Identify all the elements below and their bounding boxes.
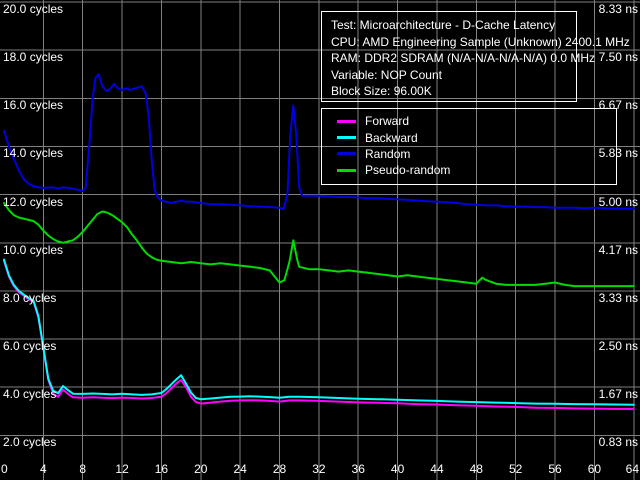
y-left-label: 2.0 cycles <box>3 435 57 450</box>
legend-label: Random <box>365 146 411 161</box>
info-block-size: Block Size: 96.00K <box>331 84 432 99</box>
legend-item-backward: Backward <box>322 129 616 145</box>
x-label: 12 <box>115 462 129 476</box>
y-right-label: 4.17 ns <box>598 242 638 257</box>
x-label: 0 <box>1 462 8 476</box>
series-pseudo-random <box>3 202 635 288</box>
y-left-label: 6.0 cycles <box>3 339 57 354</box>
legend-item-random: Random <box>322 146 616 162</box>
y-right-label: 1.67 ns <box>598 387 638 402</box>
info-variable: Variable: NOP Count <box>331 67 442 82</box>
x-label: 20 <box>194 462 208 476</box>
legend-item-forward: Forward <box>322 113 616 129</box>
x-label: 48 <box>469 462 483 476</box>
y-left-label: 18.0 cycles <box>3 50 64 65</box>
x-label: 8 <box>79 462 87 476</box>
backward-line-swatch <box>337 136 356 140</box>
x-label: 32 <box>312 462 326 476</box>
x-label: 16 <box>154 462 169 476</box>
y-left-label: 10.0 cycles <box>3 242 64 257</box>
y-right-label: 2.50 ns <box>598 339 638 354</box>
x-label: 36 <box>351 462 365 476</box>
info-cpu: CPU: AMD Engineering Sample (Unknown) 24… <box>331 34 630 49</box>
y-right-label: 5.00 ns <box>598 194 638 209</box>
y-right-label: 8.33 ns <box>598 2 638 16</box>
x-label: 52 <box>508 462 523 476</box>
legend-label: Forward <box>365 114 410 129</box>
x-label: 4 <box>40 462 47 476</box>
y-left-label: 20.0 cycles <box>3 2 64 16</box>
x-label: 56 <box>548 462 562 476</box>
y-right-label: 5.83 ns <box>598 146 638 161</box>
y-left-label: 4.0 cycles <box>3 387 57 402</box>
y-right-label: 0.83 ns <box>598 435 638 450</box>
legend-item-pseudo-random: Pseudo-random <box>322 162 616 178</box>
series-backward <box>3 258 635 406</box>
x-label: 28 <box>272 462 287 476</box>
y-left-label: 12.0 cycles <box>3 194 64 209</box>
info-ram: RAM: DDR2 SDRAM (N/A-N/A-N/A-N/A) 0.0 MH… <box>331 51 596 66</box>
pseudo-random-line-swatch <box>337 168 356 172</box>
legend-panel: Forward Backward Random Pseudo-random <box>321 108 617 185</box>
legend-label: Backward <box>365 130 418 145</box>
test-info-panel: Test: Microarchitecture - D-Cache Latenc… <box>321 11 630 102</box>
x-label: 40 <box>390 462 405 476</box>
forward-line-swatch <box>337 119 356 123</box>
series-random <box>3 73 635 210</box>
info-test: Test: Microarchitecture - D-Cache Latenc… <box>331 18 556 32</box>
y-left-label: 8.0 cycles <box>3 290 57 305</box>
legend-label: Pseudo-random <box>365 163 451 178</box>
random-line-swatch <box>337 152 356 156</box>
y-left-label: 16.0 cycles <box>3 98 64 113</box>
x-label: 44 <box>430 462 444 476</box>
y-left-label: 14.0 cycles <box>3 146 64 161</box>
x-label: 60 <box>587 462 602 476</box>
x-label: 64 <box>625 462 639 476</box>
x-label: 24 <box>233 462 247 476</box>
y-right-label: 3.33 ns <box>598 290 638 305</box>
y-right-label: 7.50 ns <box>598 50 638 65</box>
series-lines <box>3 73 635 410</box>
